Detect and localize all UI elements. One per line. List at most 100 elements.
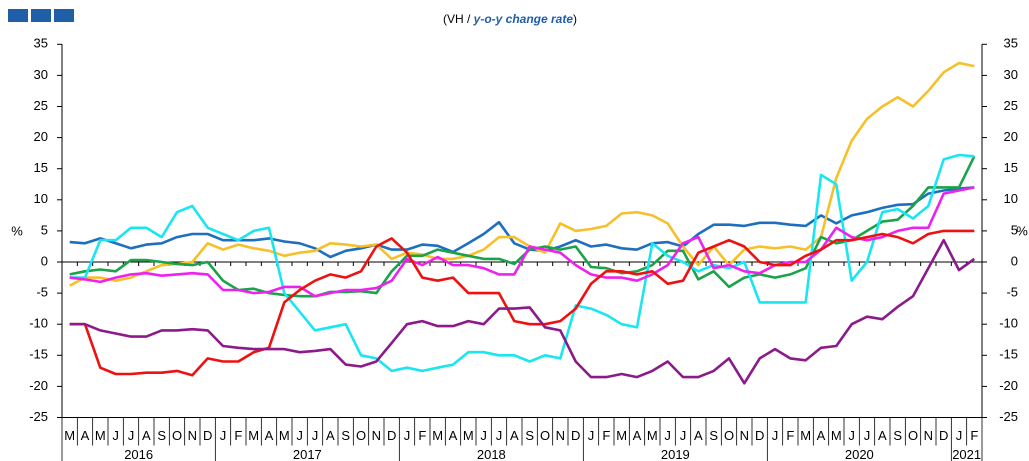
y2-tick-label: 20 bbox=[1004, 129, 1018, 144]
x-tick-label: O bbox=[540, 428, 550, 443]
x-tick-label: A bbox=[633, 428, 642, 443]
y2-tick-label: -5 bbox=[1006, 285, 1018, 300]
x-tick-label: S bbox=[525, 428, 534, 443]
x-tick-label: N bbox=[372, 428, 381, 443]
series-line bbox=[69, 229, 975, 377]
y2-tick-label: 15 bbox=[1004, 160, 1018, 175]
y-tick-label: 5 bbox=[41, 222, 48, 237]
y-tick-label: 10 bbox=[34, 191, 48, 206]
x-tick-label: A bbox=[265, 428, 274, 443]
y-tick-label: 30 bbox=[34, 67, 48, 82]
x-tick-label: F bbox=[602, 428, 610, 443]
x-tick-label: N bbox=[188, 428, 197, 443]
x-tick-label: J bbox=[772, 428, 779, 443]
x-tick-label: D bbox=[755, 428, 764, 443]
y-tick-label: 20 bbox=[34, 129, 48, 144]
series-line bbox=[69, 186, 975, 259]
x-tick-label: F bbox=[786, 428, 794, 443]
y2-tick-label: 5 bbox=[1011, 222, 1018, 237]
y2-tick-label: -20 bbox=[999, 378, 1018, 393]
x-tick-label: S bbox=[709, 428, 718, 443]
y-tick-label: -10 bbox=[29, 316, 48, 331]
x-tick-label: F bbox=[234, 428, 242, 443]
x-tick-label: A bbox=[878, 428, 887, 443]
x-tick-label: A bbox=[142, 428, 151, 443]
x-tick-label: J bbox=[864, 428, 871, 443]
x-tick-label: A bbox=[326, 428, 335, 443]
x-tick-label: A bbox=[81, 428, 90, 443]
y2-tick-label: 25 bbox=[1004, 98, 1018, 113]
logo-block bbox=[8, 9, 28, 22]
x-tick-label: S bbox=[157, 428, 166, 443]
y-tick-label: 15 bbox=[34, 160, 48, 175]
year-label: 2016 bbox=[124, 447, 153, 461]
x-tick-label: D bbox=[571, 428, 580, 443]
year-label: 2021 bbox=[952, 447, 981, 461]
subtitle: (VH / y-o-y change rate) bbox=[443, 12, 577, 26]
y-tick-label: 0 bbox=[41, 253, 48, 268]
x-tick-label: J bbox=[128, 428, 135, 443]
x-tick-label: A bbox=[817, 428, 826, 443]
x-tick-label: J bbox=[312, 428, 319, 443]
logo-block bbox=[31, 9, 51, 22]
x-tick-label: J bbox=[296, 428, 303, 443]
x-tick-label: J bbox=[680, 428, 687, 443]
x-tick-label: J bbox=[664, 428, 671, 443]
x-tick-label: J bbox=[496, 428, 503, 443]
subtitle-end: ) bbox=[573, 12, 577, 26]
y-tick-label: 35 bbox=[34, 36, 48, 51]
x-tick-label: M bbox=[64, 428, 75, 443]
x-tick-label: A bbox=[449, 428, 458, 443]
x-tick-label: M bbox=[800, 428, 811, 443]
x-tick-label: F bbox=[418, 428, 426, 443]
x-tick-label: J bbox=[956, 428, 963, 443]
x-tick-label: N bbox=[556, 428, 565, 443]
x-tick-label: O bbox=[908, 428, 918, 443]
x-tick-label: M bbox=[432, 428, 443, 443]
x-tick-label: A bbox=[510, 428, 519, 443]
x-tick-label: J bbox=[480, 428, 487, 443]
year-label: 2018 bbox=[477, 447, 506, 461]
x-tick-label: M bbox=[463, 428, 474, 443]
x-tick-label: S bbox=[893, 428, 902, 443]
x-tick-label: N bbox=[740, 428, 749, 443]
x-tick-label: F bbox=[970, 428, 978, 443]
y-tick-label: -5 bbox=[36, 285, 48, 300]
x-tick-label: D bbox=[387, 428, 396, 443]
x-tick-label: J bbox=[220, 428, 227, 443]
x-tick-label: M bbox=[647, 428, 658, 443]
series-line bbox=[69, 238, 976, 385]
y2-tick-label: -10 bbox=[999, 316, 1018, 331]
y-axis-label: % bbox=[11, 223, 23, 238]
series-line bbox=[69, 186, 975, 298]
x-tick-label: J bbox=[848, 428, 855, 443]
y2-tick-label: -25 bbox=[999, 409, 1018, 424]
x-tick-label: D bbox=[939, 428, 948, 443]
x-tick-label: J bbox=[112, 428, 119, 443]
y-tick-label: -15 bbox=[29, 347, 48, 362]
y2-axis-label: % bbox=[1016, 223, 1028, 238]
y-tick-label: -20 bbox=[29, 378, 48, 393]
subtitle-start: (VH / bbox=[443, 12, 471, 26]
x-tick-label: M bbox=[831, 428, 842, 443]
x-tick-label: O bbox=[356, 428, 366, 443]
subtitle-emphasis: y-o-y change rate bbox=[473, 12, 574, 26]
series-line bbox=[69, 153, 975, 373]
y2-tick-label: 0 bbox=[1011, 253, 1018, 268]
year-label: 2019 bbox=[661, 447, 690, 461]
logo-block bbox=[54, 9, 74, 22]
x-tick-label: M bbox=[248, 428, 259, 443]
x-tick-label: N bbox=[924, 428, 933, 443]
x-tick-label: O bbox=[724, 428, 734, 443]
x-tick-label: A bbox=[694, 428, 703, 443]
x-tick-label: M bbox=[95, 428, 106, 443]
y2-tick-label: 35 bbox=[1004, 36, 1018, 51]
x-tick-label: J bbox=[404, 428, 411, 443]
y2-tick-label: -15 bbox=[999, 347, 1018, 362]
year-label: 2020 bbox=[845, 447, 874, 461]
x-tick-label: S bbox=[341, 428, 350, 443]
y-tick-label: -25 bbox=[29, 409, 48, 424]
y2-tick-label: 10 bbox=[1004, 191, 1018, 206]
